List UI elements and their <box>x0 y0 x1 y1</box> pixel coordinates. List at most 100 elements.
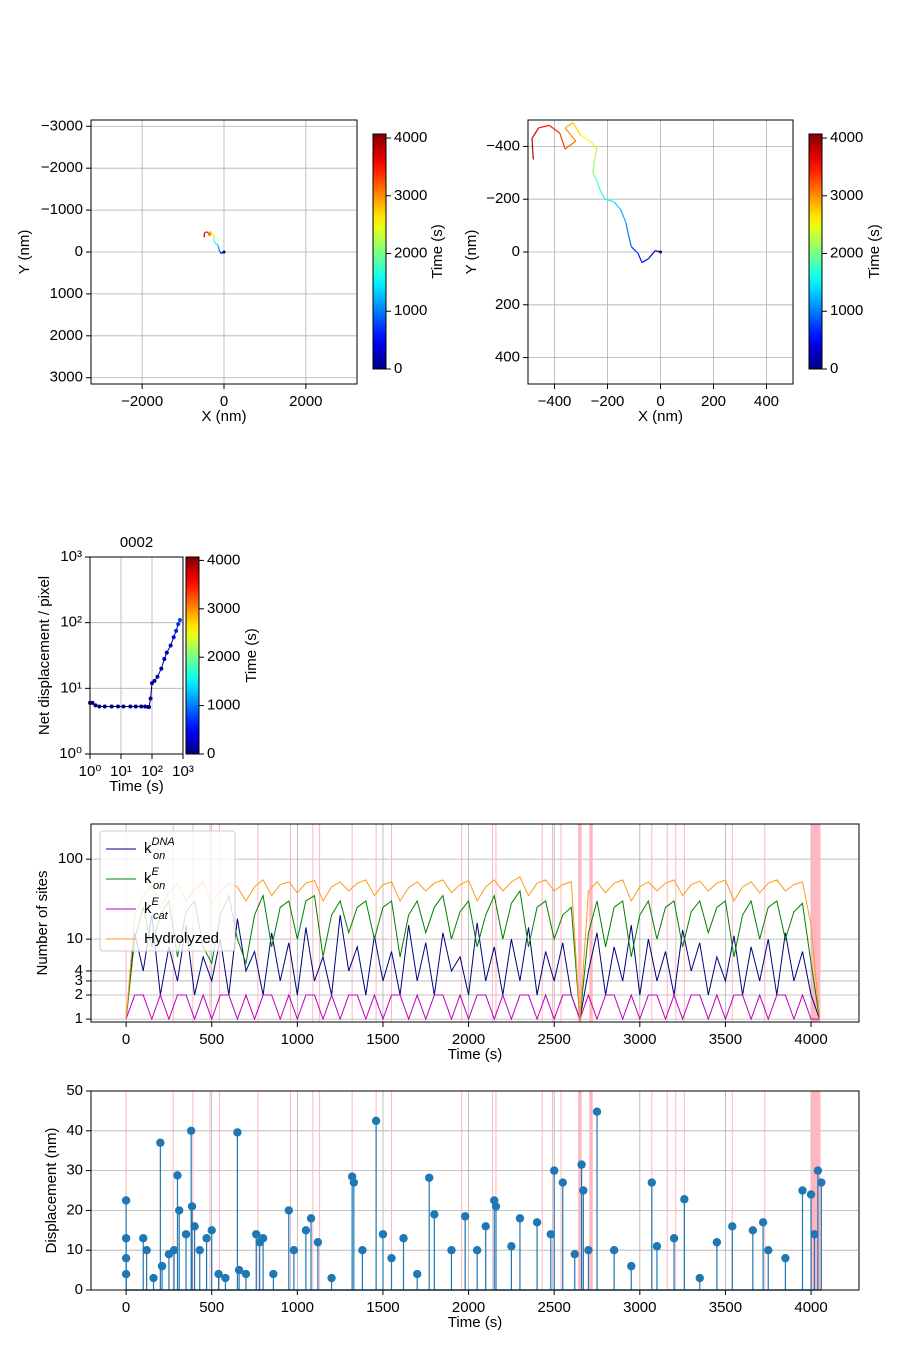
stem-marker <box>169 1246 179 1255</box>
y-tick-label: −400 <box>486 137 520 154</box>
trajectory-segment <box>538 124 550 129</box>
legend-label: kDNA on <box>144 836 175 862</box>
stem-marker <box>447 1246 456 1255</box>
stem-marker <box>121 1196 131 1205</box>
trajectory-segment <box>589 140 598 150</box>
x-tick-label: 0 <box>122 1299 130 1316</box>
point <box>143 704 148 709</box>
colorbar-tick-label: 0 <box>830 360 838 377</box>
y-tick-label: 3 <box>75 972 83 989</box>
stem-marker <box>358 1246 367 1255</box>
x-tick-label: 0 <box>656 393 664 410</box>
colorbar-tick-label: 1000 <box>830 302 863 319</box>
y-tick-label: 100 <box>58 850 83 867</box>
stem-marker <box>758 1218 768 1227</box>
point <box>121 704 126 709</box>
x-tick-label: 0 <box>220 393 228 410</box>
trajectory-segment <box>219 251 222 254</box>
y-tick-label: 50 <box>66 1082 83 1099</box>
trajectory-segment <box>625 222 630 237</box>
point <box>128 704 133 709</box>
event-span <box>589 1091 593 1290</box>
trajectory-segment <box>599 188 606 200</box>
axes-frame <box>90 119 358 385</box>
stem-marker <box>584 1246 593 1255</box>
point <box>168 643 173 648</box>
stem-marker <box>139 1234 148 1243</box>
stem-marker <box>546 1230 555 1239</box>
trajectory-segment <box>641 258 649 264</box>
y-axis-label: Displacement (nm) <box>43 1128 60 1254</box>
colorbar <box>185 556 200 755</box>
trajectory-segment <box>620 209 627 224</box>
point <box>177 617 182 622</box>
colorbar-tick-label: 2000 <box>207 648 240 665</box>
trajectory-segment <box>213 239 215 241</box>
y-tick-label: 10⁰ <box>59 745 82 762</box>
y-tick-label: 0 <box>75 243 83 260</box>
y-tick-label: 10 <box>66 1241 83 1258</box>
y-tick-label: −200 <box>486 190 520 207</box>
stem-marker <box>413 1269 422 1279</box>
colorbar <box>808 133 823 370</box>
x-tick-label: 10⁰ <box>79 763 102 780</box>
y-tick-label: −3000 <box>41 117 83 134</box>
colorbar-label: Time (s) <box>866 224 883 278</box>
stem-marker <box>190 1222 199 1231</box>
stem-marker <box>532 1218 542 1227</box>
point <box>176 622 181 627</box>
stem-marker <box>609 1246 619 1255</box>
trajectory-segment <box>604 198 615 203</box>
stem-marker <box>399 1234 408 1243</box>
trajectory-segment <box>596 180 601 189</box>
x-tick-label: −2000 <box>121 393 163 410</box>
series-line <box>125 993 820 1021</box>
stem-marker <box>241 1269 251 1279</box>
legend-label: kE cat <box>144 896 169 922</box>
stem-marker <box>252 1230 261 1239</box>
x-tick-label: 500 <box>199 1031 224 1048</box>
trajectory-segment <box>592 162 595 173</box>
x-tick-label: 200 <box>701 393 726 410</box>
point <box>159 666 164 671</box>
point <box>133 704 138 709</box>
x-tick-label: 2500 <box>538 1031 571 1048</box>
stem-marker <box>221 1273 230 1283</box>
x-tick-label: 1000 <box>281 1299 314 1316</box>
point <box>152 678 157 683</box>
colorbar-label: Time (s) <box>429 224 446 278</box>
stem-marker <box>647 1178 657 1187</box>
x-tick-label: 3500 <box>709 1299 742 1316</box>
y-tick-label: 10³ <box>60 548 82 565</box>
stem-marker <box>430 1210 439 1219</box>
stem-marker <box>515 1214 525 1223</box>
x-axis-label: Time (s) <box>448 1314 502 1331</box>
colorbar-tick-label: 1000 <box>394 302 427 319</box>
trajectory-segment <box>559 133 566 150</box>
trajectory-segment <box>531 127 540 139</box>
y-tick-label: 10 <box>66 930 83 947</box>
legend-label: Hydrolyzed <box>144 930 219 947</box>
colorbar-tick-label: 3000 <box>394 187 427 204</box>
stem-marker <box>764 1246 773 1255</box>
stem-marker <box>748 1226 758 1235</box>
axes-frame <box>90 1090 860 1291</box>
x-tick-label: −400 <box>538 393 572 410</box>
y-tick-label: 2000 <box>50 327 83 344</box>
series-line <box>125 876 821 1020</box>
x-tick-label: 3500 <box>709 1031 742 1048</box>
x-tick-label: 400 <box>754 393 779 410</box>
x-tick-label: 3000 <box>623 1299 656 1316</box>
stem-marker <box>306 1214 316 1223</box>
event-span <box>811 824 821 1022</box>
stem-marker <box>781 1253 790 1263</box>
colorbar-tick-label: 1000 <box>207 697 240 714</box>
stem-marker <box>472 1246 482 1255</box>
colorbar <box>372 133 387 370</box>
stem-marker <box>233 1128 242 1137</box>
trajectory-segment <box>206 231 209 234</box>
stem-marker <box>301 1226 311 1235</box>
trajectory-segment <box>221 251 224 254</box>
stem-marker <box>289 1246 299 1255</box>
colorbar-label: Time (s) <box>243 628 260 682</box>
